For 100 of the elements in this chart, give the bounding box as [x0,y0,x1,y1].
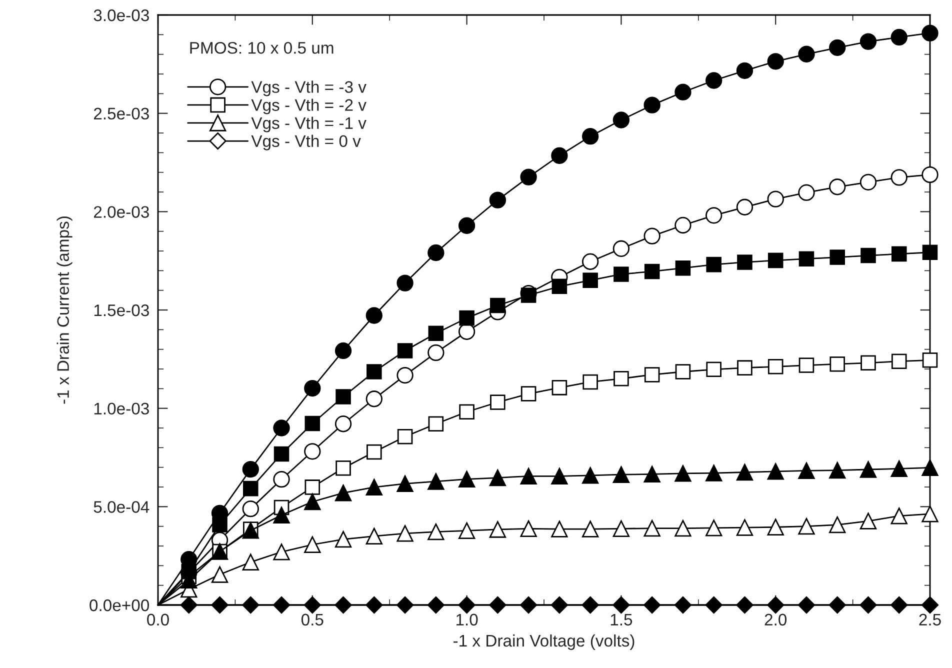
point [921,596,939,614]
point [304,536,321,553]
point [397,343,413,358]
point [830,356,845,372]
point [552,278,568,294]
point [551,468,568,485]
x-axis-title: -1 x Drain Voltage (volts) [454,634,634,650]
point [428,244,444,262]
x-tick-label: 1.5 [610,614,632,626]
point [427,596,444,614]
point [830,250,845,265]
point [706,464,722,482]
point [520,168,537,186]
point [768,252,784,268]
y-tick-label: 1.0e-03 [94,402,149,415]
point [644,228,660,244]
point [366,528,382,544]
point [242,554,259,570]
legend-label: Vgs - Vth = 0 v [251,134,361,150]
x-tick-label: 2.0 [764,614,787,626]
point [798,46,815,62]
point [459,404,474,420]
point [396,475,414,492]
point [829,462,846,479]
point [582,253,599,270]
point [706,207,722,224]
point [675,364,691,380]
point [582,520,599,538]
point [767,53,784,70]
point [644,264,660,280]
point [366,307,382,324]
point [458,522,476,539]
point [612,596,630,614]
point [211,566,228,583]
x-tick-label: 0.0 [147,614,169,626]
point [644,520,660,537]
point [550,596,568,614]
point [768,359,784,374]
point [860,33,877,50]
x-tick-label: 0.5 [301,614,324,626]
point [798,358,814,373]
point [767,190,784,208]
point [336,460,351,476]
legend-label: Vgs - Vth = -3 v [251,80,366,96]
point [334,342,352,360]
point [829,178,846,196]
point [520,468,537,485]
point [798,596,816,614]
point [428,416,444,432]
legend-label: Vgs - Vth = -1 v [251,116,366,132]
point [674,216,692,234]
point [798,251,814,267]
point [243,480,258,496]
legend-label: Vgs - Vth = -2 v [251,98,366,114]
point [304,416,320,432]
point [860,355,876,371]
point [890,596,908,614]
point [737,360,752,376]
point [551,147,568,164]
point [736,198,754,216]
point [336,389,351,404]
point [706,362,722,378]
point [366,444,382,460]
point [459,310,474,326]
point [798,462,815,480]
point [612,466,630,483]
point [582,272,598,288]
point [582,467,599,484]
point [860,248,876,264]
point [273,470,290,488]
point [614,370,629,386]
point [891,246,907,262]
point [829,516,846,534]
point [582,374,598,390]
point [520,386,536,402]
point [767,463,784,480]
point [334,416,352,432]
point [212,517,228,532]
point [458,217,476,234]
point [582,128,599,145]
point [674,596,692,614]
point [922,244,938,260]
point [675,260,691,276]
point [334,484,352,502]
point [242,460,259,478]
point [304,380,321,397]
point [273,506,290,524]
point [798,184,815,201]
point [242,596,260,614]
point [582,596,599,614]
point [860,596,877,614]
point [644,367,660,382]
point [736,62,754,79]
point [334,596,352,614]
point [520,596,538,614]
point [304,480,320,495]
point [860,174,877,190]
point [890,169,908,186]
y-tick-label: 0.0e+00 [90,599,150,612]
y-tick-label: 5.0e-04 [94,501,150,513]
